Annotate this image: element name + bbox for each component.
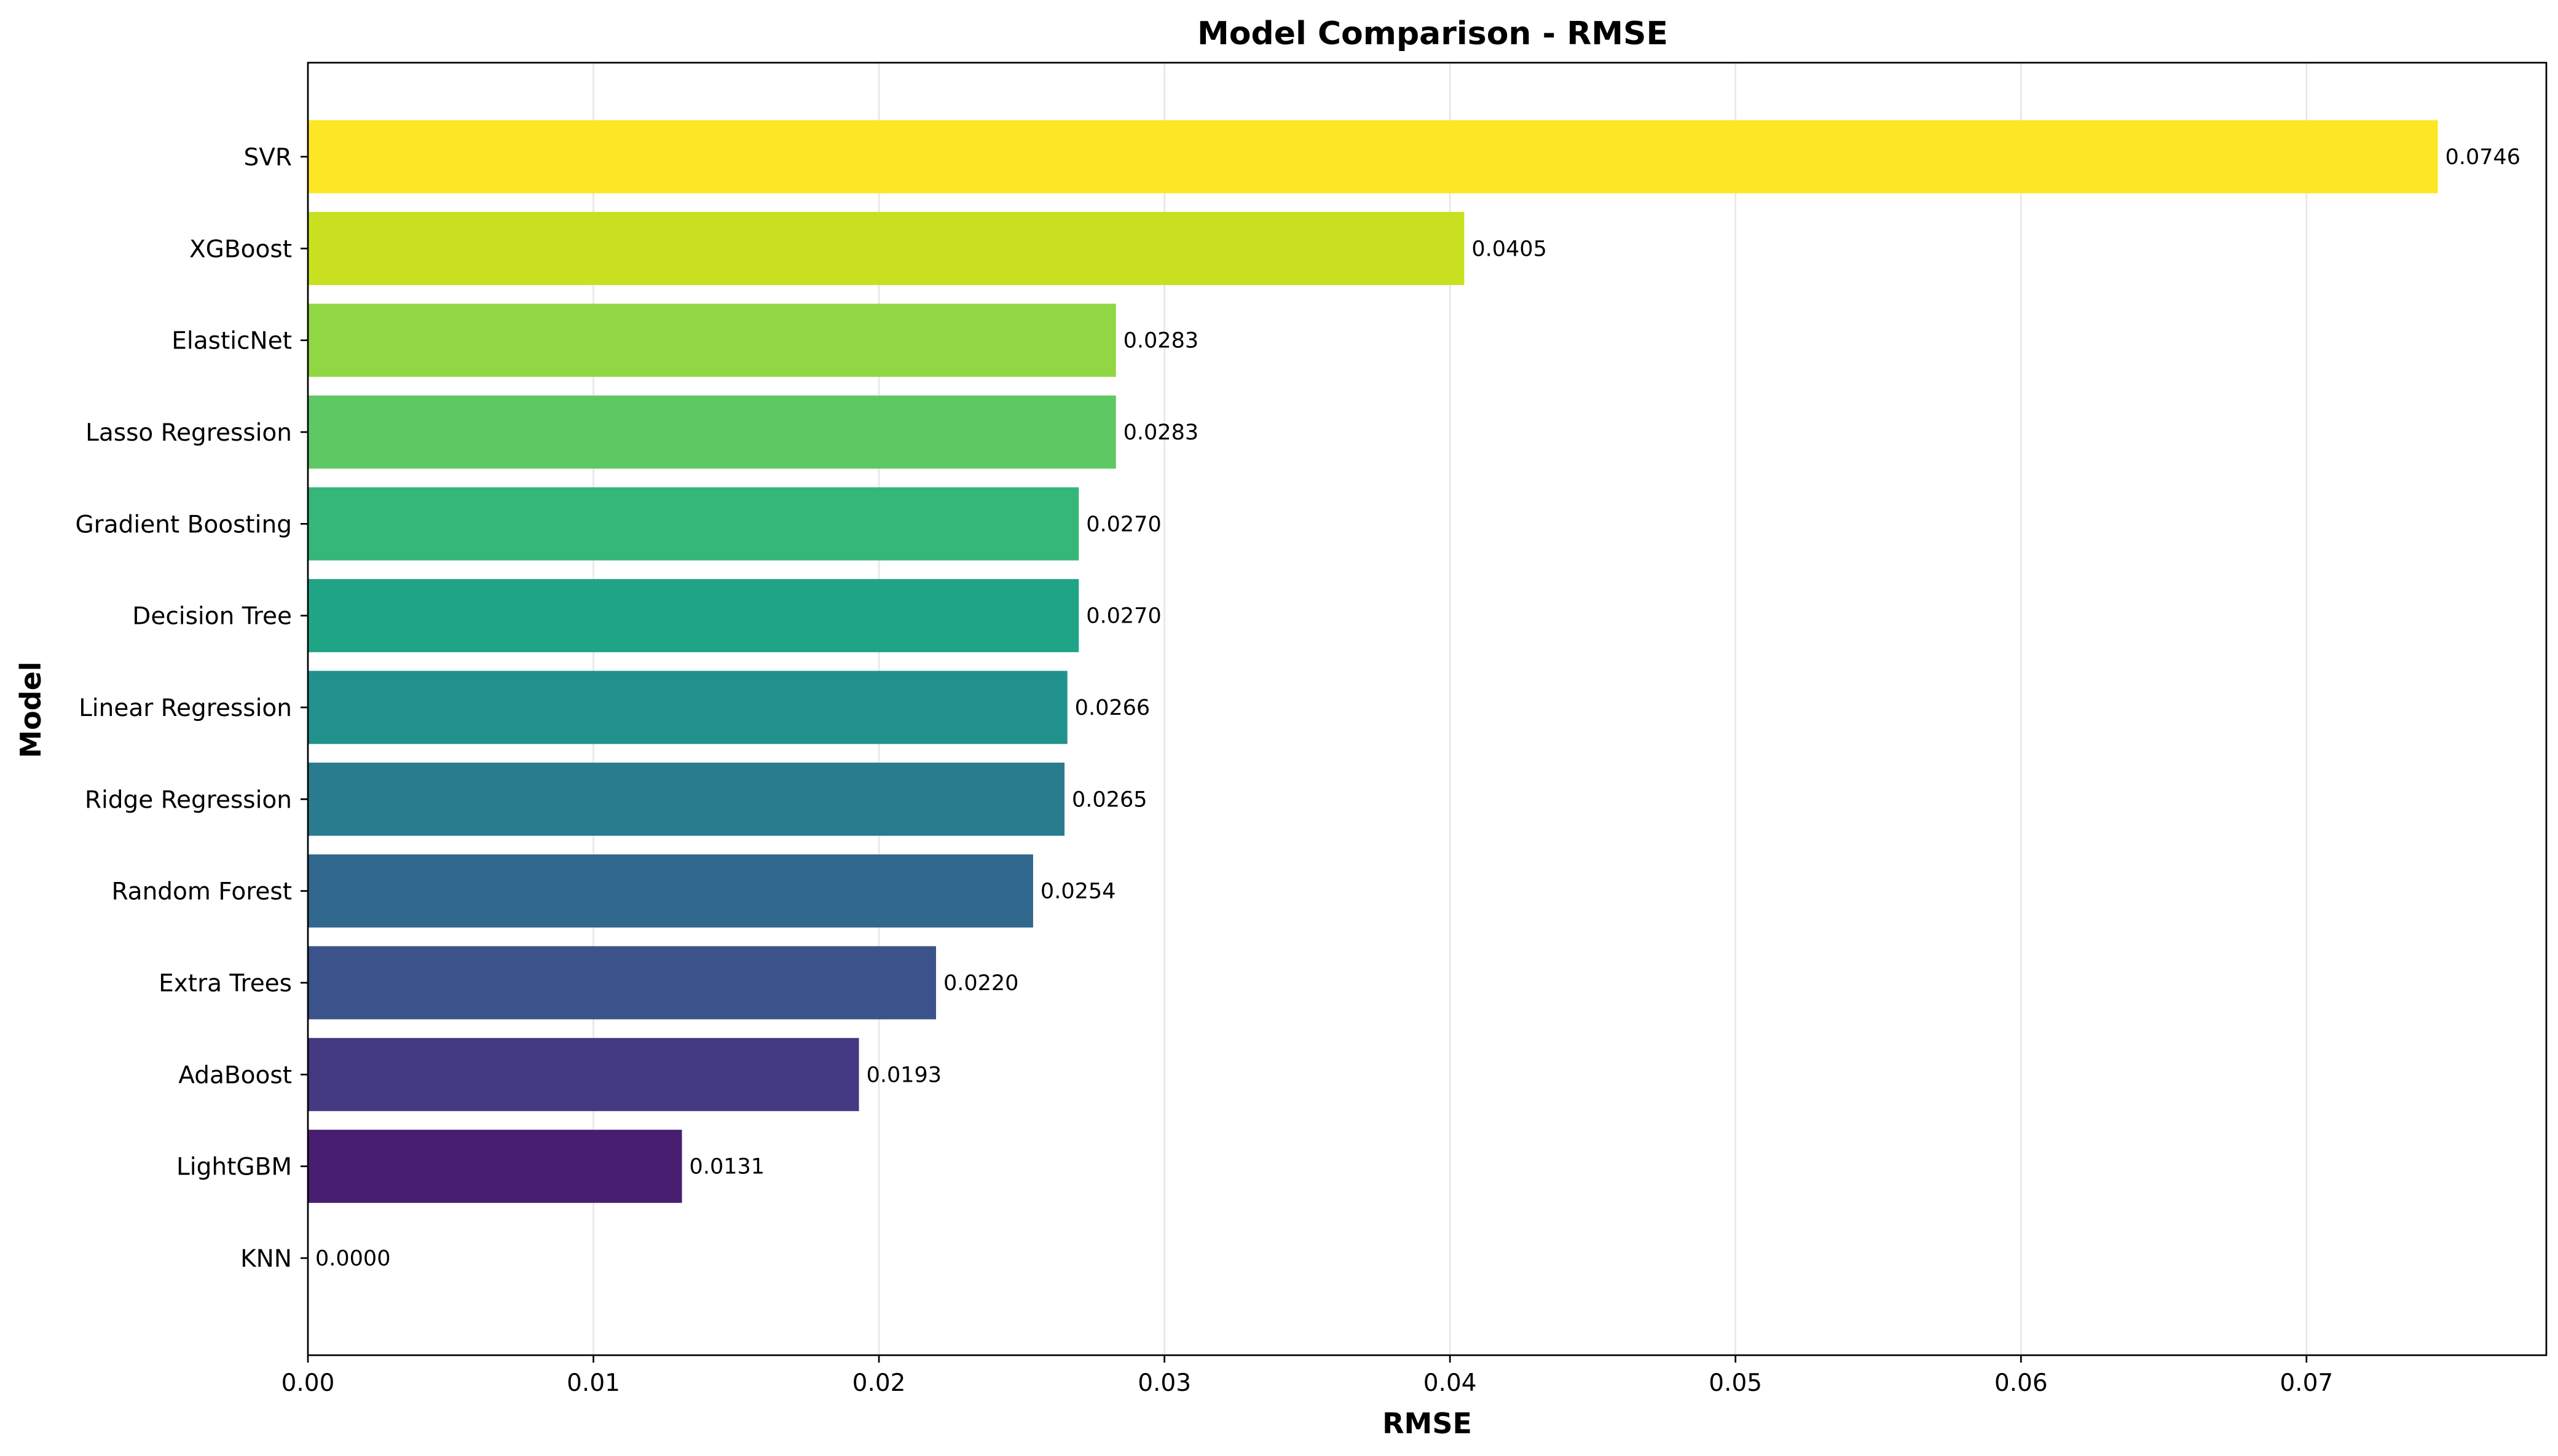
y-tick-label: SVR	[243, 144, 292, 171]
y-tick-label: Gradient Boosting	[75, 511, 292, 538]
x-tick-label: 0.00	[281, 1369, 335, 1397]
bar-value-label: 0.0283	[1124, 420, 1198, 445]
chart-title: Model Comparison - RMSE	[1197, 15, 1668, 52]
bar	[308, 854, 1033, 928]
bar	[308, 579, 1079, 653]
bar	[308, 1037, 859, 1111]
x-tick-label: 0.07	[2280, 1369, 2333, 1397]
bar-value-label: 0.0193	[867, 1063, 942, 1087]
plot-frame	[307, 61, 2548, 1356]
x-tick-label: 0.01	[567, 1369, 620, 1397]
x-tick-label: 0.03	[1138, 1369, 1191, 1397]
bar	[308, 762, 1065, 836]
y-axis-title: Model	[14, 661, 47, 758]
bar-value-label: 0.0270	[1086, 604, 1161, 629]
y-tick-label: AdaBoost	[178, 1061, 292, 1089]
y-tick-label: Lasso Regression	[85, 419, 292, 447]
y-tick-label: LightGBM	[176, 1154, 292, 1181]
bar	[308, 211, 1465, 285]
bar	[308, 120, 2438, 194]
bar-value-label: 0.0254	[1041, 880, 1116, 904]
bar	[308, 487, 1079, 561]
bar-value-label: 0.0283	[1124, 329, 1198, 353]
y-tick-label: Decision Tree	[132, 603, 292, 631]
bar	[308, 1130, 682, 1203]
bar-value-label: 0.0405	[1471, 237, 1546, 261]
y-tick-label: Random Forest	[111, 878, 292, 906]
x-axis-title: RMSE	[1382, 1407, 1472, 1440]
bar-value-label: 0.0000	[315, 1246, 390, 1271]
y-tick-label: KNN	[240, 1245, 292, 1273]
bar-value-label: 0.0266	[1075, 696, 1150, 720]
bar-value-label: 0.0220	[943, 971, 1018, 996]
x-tick-label: 0.02	[852, 1369, 906, 1397]
x-tick-label: 0.04	[1423, 1369, 1477, 1397]
y-tick-label: XGBoost	[189, 235, 292, 263]
bar-value-label: 0.0270	[1086, 512, 1161, 537]
bar-value-label: 0.0746	[2445, 145, 2520, 170]
axes: KNN LightGBM AdaBoost Extra Trees Random For…	[75, 61, 2548, 1397]
data-labels: 0.0000 0.0131 0.0193 0.0220 0.0254 0.0265 0.02…	[315, 145, 2521, 1271]
y-tick-label: ElasticNet	[171, 328, 292, 355]
bar-value-label: 0.0131	[690, 1155, 765, 1179]
y-tick-label: Linear Regression	[79, 695, 292, 722]
bar	[308, 946, 936, 1020]
y-tick-label: Ridge Regression	[85, 786, 292, 814]
y-tick-label: Extra Trees	[159, 970, 292, 998]
bar-value-label: 0.0265	[1072, 787, 1147, 812]
x-tick-label: 0.06	[1994, 1369, 2048, 1397]
x-tick-label: 0.05	[1709, 1369, 1762, 1397]
bars	[308, 120, 2438, 1203]
bar	[308, 304, 1116, 377]
bar	[308, 395, 1116, 469]
bar	[308, 671, 1068, 744]
